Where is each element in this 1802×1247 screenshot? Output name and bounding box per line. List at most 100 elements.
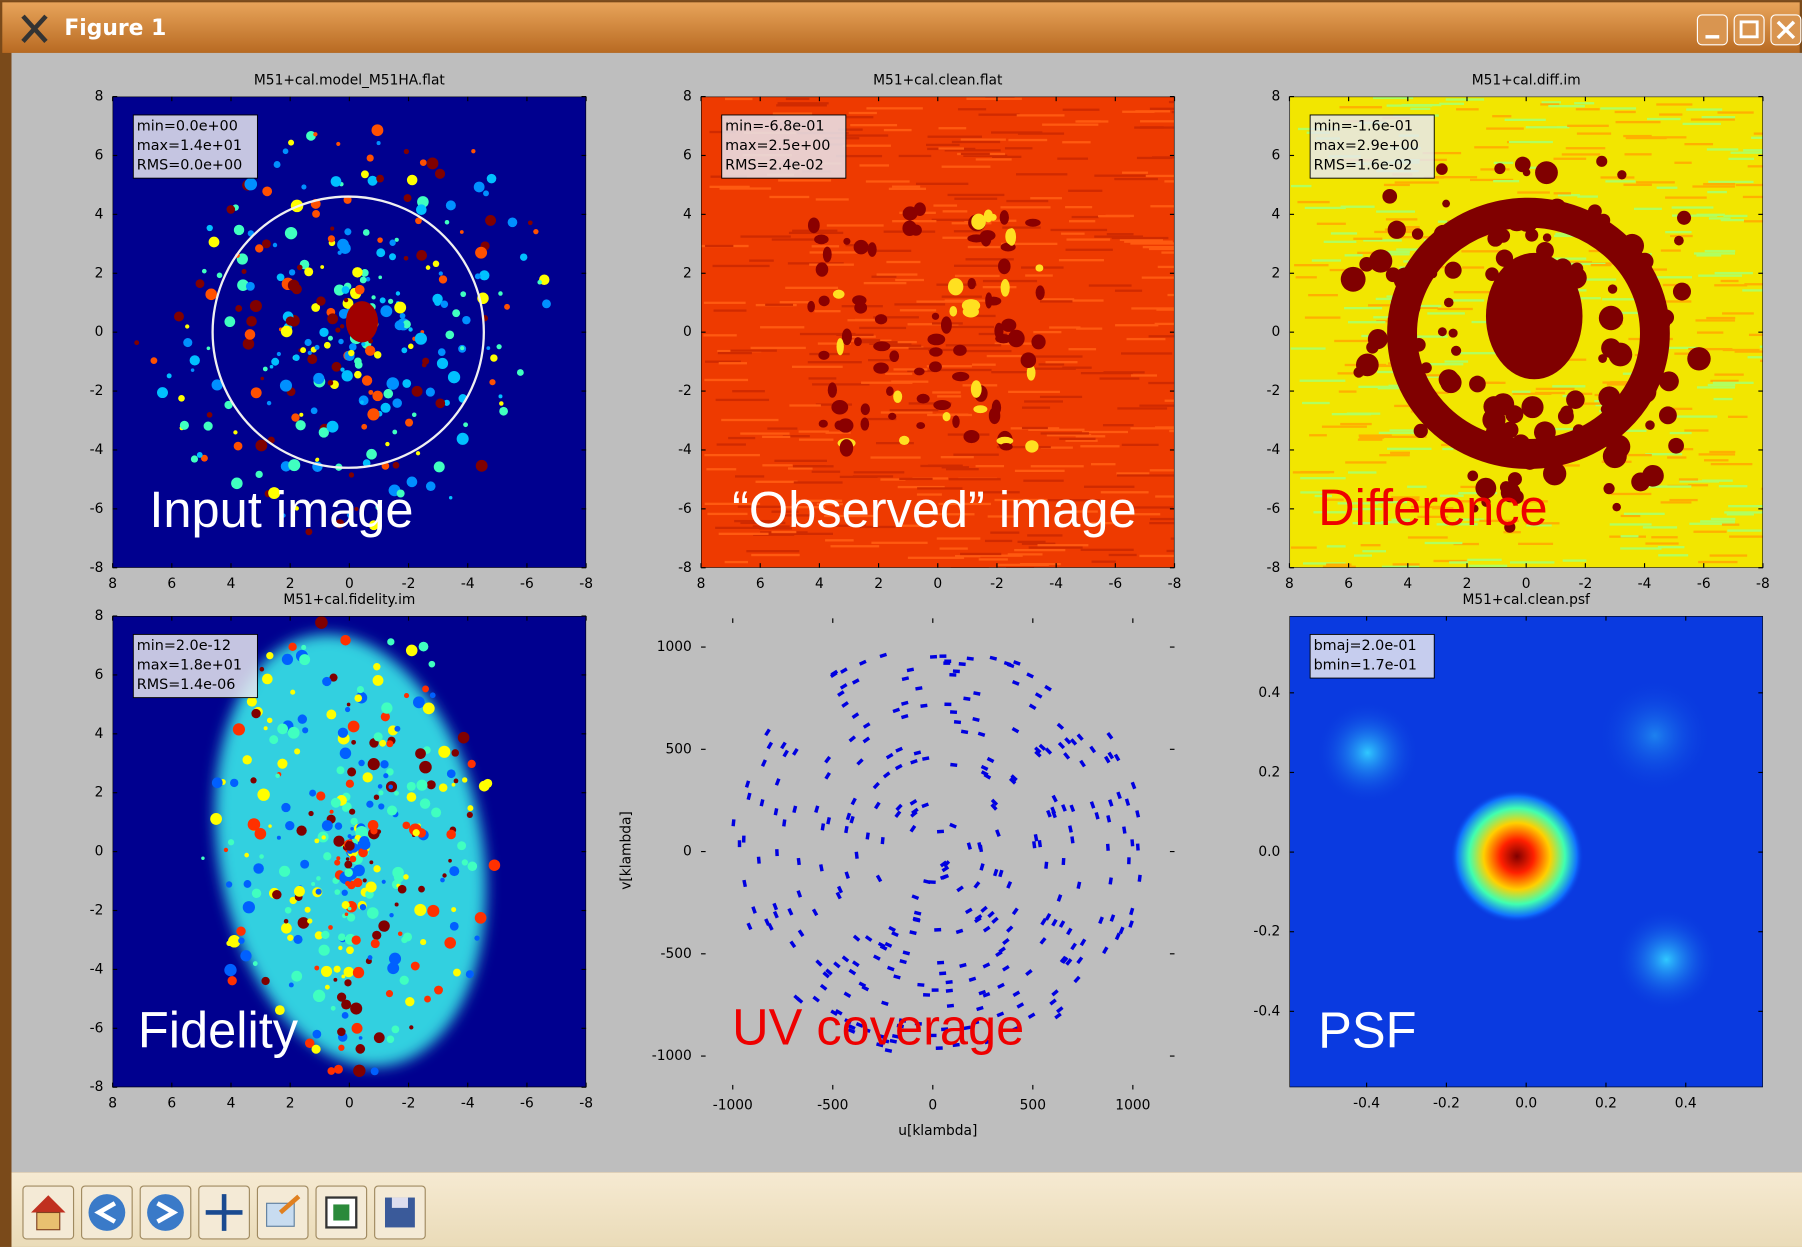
- y-tick-label: -1000: [652, 1048, 692, 1064]
- blob: [467, 812, 473, 818]
- blob: [490, 354, 497, 361]
- y-tick-label: 1000: [657, 639, 692, 655]
- subplots-button[interactable]: [316, 1186, 367, 1239]
- y-tick-label: -4: [90, 961, 104, 977]
- x-tick-label: -2: [990, 576, 1004, 592]
- blob: [415, 748, 426, 759]
- back-button[interactable]: [82, 1186, 133, 1239]
- blob: [1548, 199, 1567, 218]
- noise: [705, 245, 733, 247]
- blob: [291, 971, 302, 982]
- blob: [392, 398, 402, 408]
- noise: [1115, 290, 1142, 292]
- uv-point: [757, 857, 761, 864]
- minimize-button[interactable]: [1697, 15, 1727, 45]
- y-tick-label: -2: [678, 383, 692, 399]
- blob: [467, 805, 473, 811]
- blob: [342, 890, 348, 896]
- blob: [1483, 396, 1504, 417]
- blob: [277, 352, 281, 356]
- noise: [1080, 445, 1119, 447]
- x-tick-label: -0.2: [1433, 1095, 1460, 1111]
- blob: [1512, 434, 1530, 452]
- blob: [342, 370, 353, 381]
- save-button[interactable]: [375, 1186, 426, 1239]
- noise: [732, 390, 765, 392]
- blob: [426, 265, 431, 270]
- blob: [205, 289, 217, 301]
- blob: [1451, 346, 1461, 356]
- blob: [363, 878, 367, 882]
- noise: [1379, 432, 1420, 434]
- blob: [448, 371, 460, 383]
- blob: [411, 962, 420, 971]
- blob: [431, 807, 441, 817]
- x-tick-label: 4: [227, 576, 236, 592]
- blob: [452, 783, 456, 787]
- blob: [1645, 420, 1654, 429]
- blob: [1608, 284, 1617, 293]
- y-tick-label: -8: [678, 560, 692, 576]
- blob: [255, 440, 267, 452]
- blob: [433, 261, 440, 268]
- stats-line: max=2.9e+00: [1314, 138, 1419, 154]
- blob: [311, 407, 318, 414]
- blob: [430, 692, 436, 698]
- blob: [446, 830, 456, 840]
- blob: [256, 471, 263, 478]
- blob: [981, 231, 992, 246]
- blob: [462, 777, 467, 782]
- blob: [1611, 245, 1631, 265]
- blob: [416, 204, 427, 215]
- noise: [1542, 101, 1561, 103]
- blob: [374, 1032, 385, 1043]
- blob: [1687, 347, 1710, 370]
- home-button[interactable]: [23, 1186, 74, 1239]
- noise: [1302, 402, 1330, 404]
- noise: [889, 188, 926, 190]
- blob: [1597, 214, 1610, 227]
- blob: [422, 685, 429, 692]
- blob: [407, 782, 416, 791]
- blob: [400, 313, 406, 319]
- blob: [340, 324, 344, 328]
- blob: [1432, 416, 1448, 432]
- blob: [1565, 267, 1587, 289]
- noise: [1492, 115, 1511, 117]
- blob: [387, 806, 397, 816]
- blob: [1449, 329, 1458, 338]
- blob: [441, 301, 449, 309]
- blob: [282, 654, 293, 665]
- blob: [298, 917, 310, 929]
- noise: [1605, 180, 1635, 182]
- blob: [224, 964, 236, 976]
- noise: [799, 430, 829, 432]
- zoom-button[interactable]: [257, 1186, 308, 1239]
- x-tick-label: 2: [1463, 576, 1472, 592]
- forward-button[interactable]: [140, 1186, 191, 1239]
- noise: [1601, 176, 1635, 178]
- blob: [1414, 424, 1428, 438]
- maximize-button[interactable]: [1734, 15, 1764, 45]
- stats-line: min=2.0e-12: [137, 638, 231, 654]
- blob: [336, 766, 344, 774]
- pan-button[interactable]: [199, 1186, 250, 1239]
- blob: [837, 338, 844, 355]
- blob: [280, 380, 292, 392]
- noise: [846, 116, 873, 118]
- x-tick-label: -4: [461, 1095, 475, 1111]
- blob: [349, 809, 355, 815]
- noise: [825, 539, 854, 541]
- blob: [369, 860, 373, 864]
- blob: [1409, 258, 1426, 275]
- noise: [1089, 284, 1132, 286]
- blob: [298, 714, 307, 723]
- blob: [471, 149, 475, 153]
- blob: [233, 723, 245, 735]
- stats-line: RMS=2.4e-02: [725, 158, 824, 174]
- blob: [274, 161, 281, 168]
- blob: [415, 333, 427, 345]
- noise: [868, 359, 893, 361]
- close-button[interactable]: [1771, 15, 1801, 45]
- noise: [961, 153, 990, 155]
